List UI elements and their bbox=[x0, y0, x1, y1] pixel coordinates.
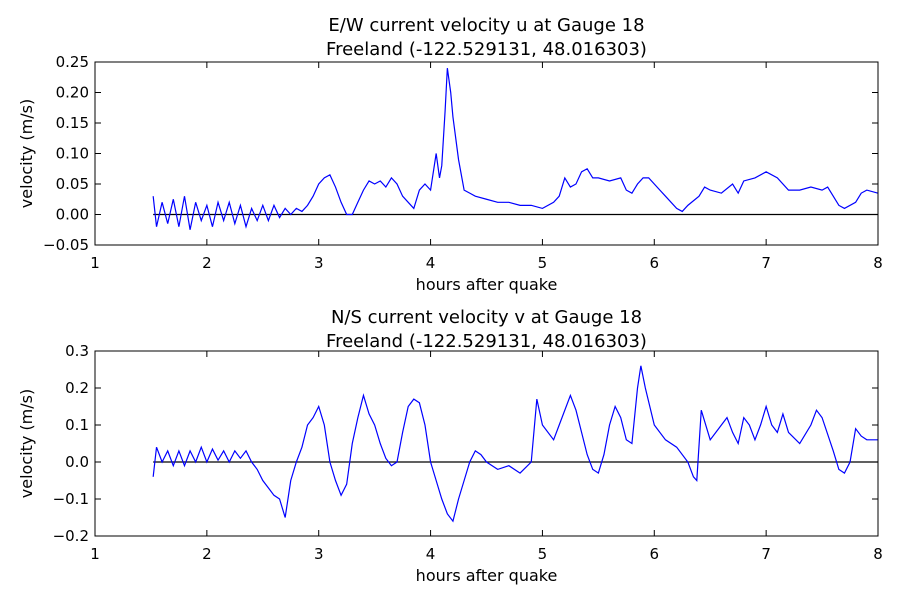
chart-title: E/W current velocity u at Gauge 18 bbox=[328, 15, 644, 36]
x-tick-label: 6 bbox=[650, 254, 660, 272]
y-tick-label: 0.20 bbox=[56, 84, 89, 102]
x-tick-label: 1 bbox=[90, 254, 100, 272]
x-tick-label: 4 bbox=[426, 545, 436, 563]
x-tick-label: 2 bbox=[202, 254, 212, 272]
chart-subtitle: Freeland (-122.529131, 48.016303) bbox=[326, 39, 647, 60]
x-axis-label: hours after quake bbox=[416, 566, 558, 585]
x-tick-label: 5 bbox=[538, 254, 548, 272]
y-tick-label: −0.1 bbox=[53, 490, 89, 508]
y-tick-label: 0.10 bbox=[56, 145, 89, 163]
y-tick-label: 0.05 bbox=[56, 175, 89, 193]
x-tick-label: 7 bbox=[761, 545, 771, 563]
x-tick-label: 3 bbox=[314, 254, 324, 272]
x-tick-label: 8 bbox=[873, 254, 883, 272]
y-tick-label: 0.2 bbox=[65, 379, 89, 397]
y-tick-label: −0.05 bbox=[43, 236, 89, 254]
y-tick-label: 0.0 bbox=[65, 453, 89, 471]
plot-frame bbox=[94, 350, 879, 537]
y-tick-label: 0.3 bbox=[65, 342, 89, 360]
y-tick-label: −0.2 bbox=[53, 527, 89, 545]
x-tick-label: 7 bbox=[761, 254, 771, 272]
x-tick-label: 8 bbox=[873, 545, 883, 563]
y-axis-label: velocity (m/s) bbox=[17, 99, 36, 208]
y-tick-label: 0.25 bbox=[56, 53, 89, 71]
data-line bbox=[152, 68, 879, 230]
data-line bbox=[152, 365, 878, 523]
x-tick-label: 5 bbox=[538, 545, 548, 563]
chart-subtitle: Freeland (-122.529131, 48.016303) bbox=[326, 331, 647, 352]
x-tick-label: 2 bbox=[202, 545, 212, 563]
plot-frame bbox=[94, 61, 879, 246]
x-tick-label: 1 bbox=[90, 545, 100, 563]
x-tick-label: 3 bbox=[314, 545, 324, 563]
y-tick-label: 0.15 bbox=[56, 114, 89, 132]
y-tick-label: 0.1 bbox=[65, 416, 89, 434]
chart-title: N/S current velocity v at Gauge 18 bbox=[331, 307, 642, 328]
x-axis-label: hours after quake bbox=[416, 275, 558, 294]
y-axis-label: velocity (m/s) bbox=[17, 389, 36, 498]
x-tick-label: 4 bbox=[426, 254, 436, 272]
y-tick-label: 0.00 bbox=[56, 206, 89, 224]
x-tick-label: 6 bbox=[650, 545, 660, 563]
